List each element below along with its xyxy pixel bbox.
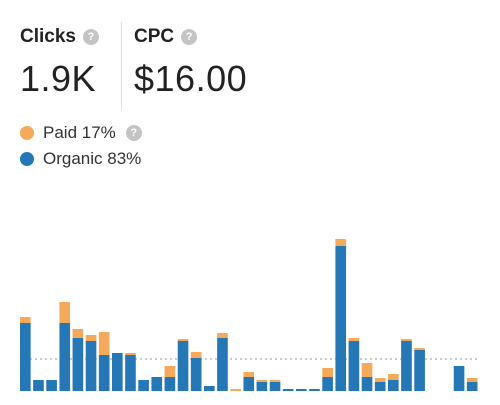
legend-item-organic: Organic 83% — [20, 146, 142, 172]
paid-bar-11[interactable] — [164, 366, 176, 377]
paid-bar-29[interactable] — [401, 339, 412, 341]
cpc-label-row: CPC ? — [134, 22, 247, 52]
paid-dot-icon — [20, 126, 34, 140]
paid-bar-15[interactable] — [217, 333, 228, 338]
organic-bar-19[interactable] — [269, 382, 281, 391]
cpc-value: $16.00 — [134, 58, 248, 99]
paid-bar-16[interactable] — [230, 389, 241, 391]
organic-bar-27[interactable] — [374, 382, 386, 391]
organic-dot-icon — [20, 152, 34, 166]
paid-bar-25[interactable] — [348, 338, 360, 341]
legend-item-paid: Paid 17% ? — [20, 120, 142, 146]
cpc-label: CPC — [134, 26, 175, 47]
organic-bar-20[interactable] — [282, 389, 294, 391]
metrics-row: Clicks ? 1.9K CPC ? $16.00 — [20, 22, 247, 100]
organic-bar-6[interactable] — [98, 355, 110, 391]
organic-bar-11[interactable] — [164, 377, 176, 391]
organic-bar-10[interactable] — [151, 377, 163, 391]
paid-bar-5[interactable] — [85, 335, 97, 341]
organic-bar-12[interactable] — [177, 341, 189, 391]
legend-organic-label: Organic 83% — [43, 149, 142, 168]
organic-bar-26[interactable] — [361, 377, 373, 391]
organic-bar-4[interactable] — [72, 338, 84, 391]
paid-bar-19[interactable] — [269, 380, 281, 382]
paid-bar-17[interactable] — [243, 372, 255, 377]
cpc-metric: CPC ? $16.00 — [120, 22, 247, 100]
paid-bar-34[interactable] — [466, 378, 478, 382]
paid-bar-24[interactable] — [335, 239, 347, 246]
organic-bar-28[interactable] — [388, 380, 399, 391]
clicks-metric: Clicks ? 1.9K — [20, 22, 120, 100]
organic-bar-22[interactable] — [309, 389, 320, 391]
paid-bar-18[interactable] — [256, 380, 268, 382]
paid-bar-0[interactable] — [20, 317, 31, 323]
paid-bar-12[interactable] — [177, 339, 189, 341]
paid-bar-26[interactable] — [361, 363, 373, 377]
paid-bar-30[interactable] — [414, 348, 425, 350]
organic-bar-24[interactable] — [335, 246, 347, 391]
legend: Paid 17% ? Organic 83% — [20, 120, 142, 172]
paid-bar-8[interactable] — [125, 353, 136, 355]
organic-bar-21[interactable] — [296, 389, 307, 391]
organic-bar-18[interactable] — [256, 382, 268, 391]
clicks-help-icon[interactable]: ? — [82, 29, 99, 45]
organic-bar-14[interactable] — [204, 386, 215, 391]
organic-bar-33[interactable] — [453, 366, 465, 391]
organic-bar-15[interactable] — [217, 338, 228, 391]
cpc-help-icon[interactable]: ? — [181, 29, 198, 45]
organic-bar-8[interactable] — [125, 355, 136, 391]
metric-divider — [121, 22, 122, 110]
organic-bar-29[interactable] — [401, 341, 412, 391]
paid-bar-13[interactable] — [190, 352, 202, 358]
organic-bar-0[interactable] — [20, 323, 31, 391]
organic-bar-34[interactable] — [466, 382, 478, 391]
organic-bar-1[interactable] — [33, 380, 44, 391]
organic-bar-7[interactable] — [112, 353, 123, 391]
legend-help-icon[interactable]: ? — [125, 125, 142, 141]
organic-bar-30[interactable] — [414, 350, 425, 391]
paid-bar-4[interactable] — [72, 329, 84, 338]
organic-bar-5[interactable] — [85, 341, 97, 391]
legend-paid-label: Paid 17% — [43, 123, 116, 142]
paid-bar-28[interactable] — [388, 374, 399, 380]
clicks-label-row: Clicks ? — [20, 22, 120, 52]
clicks-label: Clicks — [20, 26, 76, 47]
paid-bar-23[interactable] — [322, 368, 333, 377]
organic-bar-17[interactable] — [243, 377, 255, 391]
paid-bar-6[interactable] — [98, 332, 110, 355]
organic-bar-9[interactable] — [138, 380, 149, 391]
organic-bar-23[interactable] — [322, 377, 333, 391]
organic-bar-2[interactable] — [46, 380, 57, 391]
clicks-value: 1.9K — [20, 58, 97, 99]
organic-bar-13[interactable] — [190, 358, 202, 391]
paid-bar-27[interactable] — [374, 378, 386, 382]
paid-bar-3[interactable] — [59, 302, 71, 323]
organic-bar-25[interactable] — [348, 341, 360, 391]
organic-bar-3[interactable] — [59, 323, 71, 391]
